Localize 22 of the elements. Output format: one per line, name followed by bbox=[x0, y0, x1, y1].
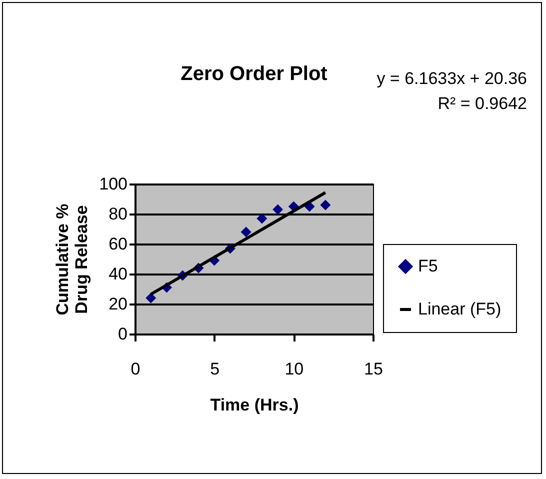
text: y = 6.1633x + 20.36 bbox=[376, 69, 527, 88]
point bbox=[256, 213, 268, 224]
legend-label: F5 bbox=[418, 256, 438, 276]
x-axis-title: Time (Hrs.) bbox=[210, 396, 299, 414]
y-tick-label: 0 bbox=[118, 324, 128, 344]
y-tick-label: 60 bbox=[108, 234, 128, 254]
point bbox=[320, 200, 331, 210]
x-tick-label: 5 bbox=[210, 360, 220, 378]
legend-label: Linear (F5) bbox=[418, 300, 502, 318]
y-axis-title: Cumulative % Drug Release bbox=[53, 204, 92, 316]
point bbox=[146, 292, 156, 304]
y-tick-label: 40 bbox=[108, 264, 128, 284]
x-tick-label: 0 bbox=[130, 360, 140, 378]
y-tick-label: 100 bbox=[99, 174, 128, 194]
x-tick-label: 15 bbox=[364, 360, 383, 378]
point bbox=[240, 226, 252, 238]
text: R² = 0.9642 bbox=[438, 94, 527, 113]
chart-title: Zero Order Plot bbox=[180, 63, 328, 85]
point bbox=[272, 204, 284, 215]
x-tick-label: 10 bbox=[284, 360, 304, 378]
y-tick-label: 80 bbox=[108, 204, 128, 224]
y-tick-label: 20 bbox=[108, 294, 128, 314]
